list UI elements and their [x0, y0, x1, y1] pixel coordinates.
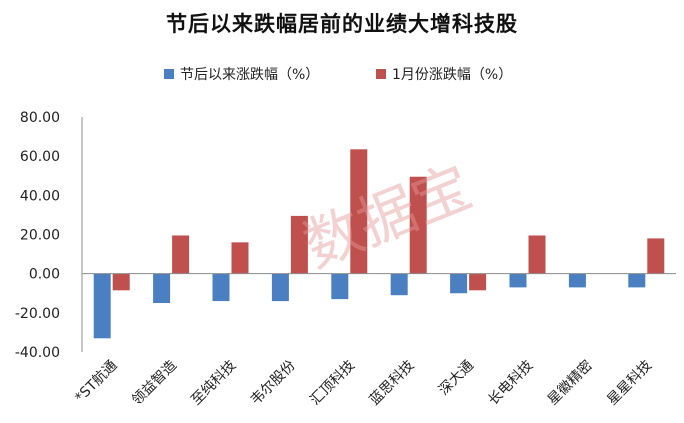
x-tick-label: 蓝思科技	[367, 358, 418, 409]
x-tick-label: 至纯科技	[188, 358, 239, 409]
x-tick-label: 深大通	[436, 358, 477, 399]
bar-post-holiday-2	[212, 273, 230, 302]
bar-post-holiday-0	[93, 273, 111, 339]
x-tick-label: 汇顶科技	[307, 358, 358, 409]
x-tick-label: 长电科技	[485, 358, 536, 409]
chart-title: 节后以来跌幅居前的业绩大增科技股	[166, 12, 518, 36]
bar-post-holiday-6	[450, 273, 468, 294]
y-tick-label: 0.00	[29, 267, 60, 283]
bar-post-holiday-9	[628, 273, 646, 288]
y-tick-label: 40.00	[20, 188, 60, 204]
legend-item-series-2: 1月份涨跌幅（%）	[376, 64, 512, 84]
bar-january-5	[409, 176, 427, 274]
legend-label-series-1: 节后以来涨跌幅（%）	[180, 67, 320, 83]
bar-january-2	[231, 242, 249, 274]
bar-january-3	[290, 215, 308, 274]
legend: 节后以来涨跌幅（%） 1月份涨跌幅（%）	[0, 64, 684, 84]
x-tick-label: *ST航通	[72, 358, 120, 406]
x-tick-label: 韦尔股份	[248, 358, 299, 409]
y-tick-label: -40.00	[15, 345, 60, 361]
watermark: 数据宝	[294, 152, 481, 280]
bar-post-holiday-8	[568, 273, 586, 288]
bar-post-holiday-5	[390, 273, 408, 296]
bar-january-7	[528, 235, 546, 274]
legend-swatch-series-2	[376, 69, 386, 79]
legend-swatch-series-1	[164, 69, 174, 79]
y-tick-label: -20.00	[15, 306, 60, 322]
legend-item-series-1: 节后以来涨跌幅（%）	[164, 64, 319, 84]
x-tick-label: 星星科技	[604, 358, 655, 409]
x-tick-label: 星徽精密	[544, 357, 596, 409]
bar-january-4	[350, 149, 368, 274]
bar-post-holiday-1	[153, 273, 171, 304]
bar-january-6	[469, 273, 487, 291]
bar-january-9	[647, 238, 665, 274]
legend-label-series-2: 1月份涨跌幅（%）	[392, 67, 513, 83]
x-tick-label: 领益智造	[129, 358, 180, 409]
bar-post-holiday-4	[331, 273, 349, 300]
y-tick-label: 60.00	[20, 149, 60, 165]
y-tick-label: 20.00	[20, 228, 60, 244]
bar-january-0	[112, 273, 130, 291]
bar-post-holiday-3	[271, 273, 289, 302]
y-tick-label: 80.00	[20, 110, 60, 126]
bar-post-holiday-7	[509, 273, 527, 288]
bar-january-1	[172, 235, 190, 274]
